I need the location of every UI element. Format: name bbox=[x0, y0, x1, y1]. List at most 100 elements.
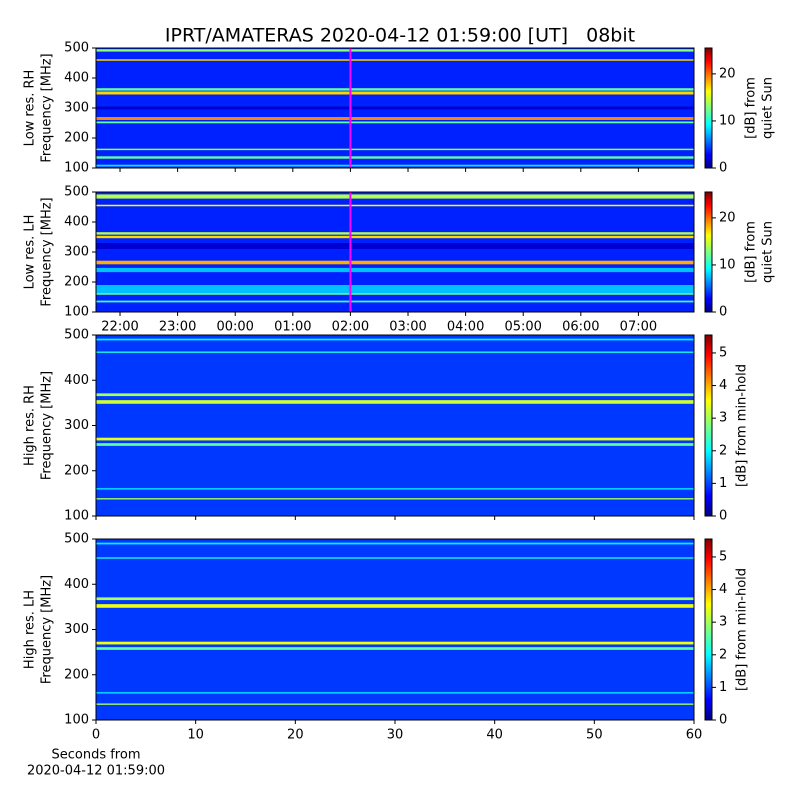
colorbar-tick-label: 0 bbox=[719, 713, 727, 728]
y-tick-label: 100 bbox=[64, 305, 89, 320]
x-tick-label: 50 bbox=[586, 728, 603, 743]
frequency-band bbox=[96, 88, 694, 91]
y-axis-label: High res. LH bbox=[23, 590, 38, 669]
colorbar-label: [dB] from bbox=[744, 221, 759, 283]
colorbar-tick-label: 2 bbox=[719, 443, 727, 458]
y-tick-label: 300 bbox=[64, 245, 89, 260]
y-tick-label: 300 bbox=[64, 418, 89, 433]
frequency-band bbox=[96, 117, 694, 120]
frequency-band bbox=[96, 121, 694, 124]
frequency-band bbox=[96, 267, 694, 273]
x-tick-label: 04:00 bbox=[447, 320, 484, 335]
frequency-band bbox=[96, 351, 694, 353]
x-tick-label: 00:00 bbox=[216, 320, 253, 335]
y-axis-label: High res. RH bbox=[23, 385, 38, 466]
x-tick-label: 02:00 bbox=[332, 320, 369, 335]
x-tick-label: 05:00 bbox=[504, 320, 541, 335]
x-tick-label: 40 bbox=[486, 728, 503, 743]
colorbar-tick-label: 5 bbox=[719, 549, 727, 564]
frequency-band bbox=[96, 293, 694, 295]
colorbar-label: quiet Sun bbox=[761, 77, 776, 139]
y-axis-label: Frequency [MHz] bbox=[40, 53, 55, 162]
frequency-band bbox=[96, 647, 694, 650]
frequency-band bbox=[96, 443, 694, 446]
frequency-band bbox=[96, 232, 694, 235]
chart-title: IPRT/AMATERAS 2020-04-12 01:59:00 [UT] 0… bbox=[165, 25, 635, 47]
colorbar-tick-label: 2 bbox=[719, 647, 727, 662]
y-axis-label: Frequency [MHz] bbox=[40, 371, 55, 480]
frequency-band bbox=[96, 498, 694, 500]
frequency-band bbox=[96, 49, 694, 52]
colorbar-tick-label: 20 bbox=[719, 210, 736, 225]
y-tick-label: 100 bbox=[64, 509, 89, 524]
colorbar-tick-label: 1 bbox=[719, 680, 727, 695]
frequency-band bbox=[96, 542, 694, 545]
y-tick-label: 500 bbox=[64, 328, 89, 343]
frequency-band bbox=[96, 641, 694, 645]
colorbar bbox=[704, 191, 713, 313]
x-tick-label: 22:00 bbox=[101, 320, 138, 335]
frequency-band bbox=[96, 285, 694, 294]
frequency-band bbox=[96, 338, 694, 341]
y-tick-label: 500 bbox=[64, 185, 89, 200]
colorbar-tick-label: 4 bbox=[719, 378, 727, 393]
y-tick-label: 400 bbox=[64, 71, 89, 86]
y-tick-label: 400 bbox=[64, 215, 89, 230]
frequency-band bbox=[96, 235, 694, 239]
colorbar-tick-label: 0 bbox=[719, 305, 727, 320]
frequency-band bbox=[96, 59, 694, 61]
colorbar-tick-label: 3 bbox=[719, 411, 727, 426]
frequency-band bbox=[96, 260, 694, 265]
colorbar bbox=[704, 334, 713, 517]
y-axis-label: Frequency [MHz] bbox=[40, 575, 55, 684]
colorbar-label: [dB] from min-hold bbox=[735, 364, 750, 487]
frequency-band bbox=[96, 204, 694, 207]
y-tick-label: 100 bbox=[64, 161, 89, 176]
y-tick-label: 200 bbox=[64, 667, 89, 682]
frequency-band bbox=[96, 243, 694, 249]
frequency-band bbox=[96, 164, 694, 167]
y-axis-label: Frequency [MHz] bbox=[40, 197, 55, 306]
frequency-band bbox=[96, 400, 694, 404]
frequency-band bbox=[96, 91, 694, 95]
x-tick-label: 03:00 bbox=[389, 320, 426, 335]
frequency-band bbox=[96, 557, 694, 559]
frequency-band bbox=[96, 156, 694, 159]
colorbar-label: [dB] from bbox=[744, 77, 759, 139]
heatmap-background bbox=[96, 335, 694, 516]
y-tick-label: 200 bbox=[64, 131, 89, 146]
frequency-band bbox=[96, 692, 694, 694]
x-tick-label: 30 bbox=[387, 728, 404, 743]
frequency-band bbox=[96, 597, 694, 601]
y-tick-label: 400 bbox=[64, 373, 89, 388]
frequency-band bbox=[96, 194, 694, 199]
colorbar-tick-label: 10 bbox=[719, 257, 736, 272]
colorbar-tick-label: 1 bbox=[719, 476, 727, 491]
frequency-band bbox=[96, 148, 694, 151]
colorbar bbox=[704, 47, 713, 169]
y-tick-label: 200 bbox=[64, 275, 89, 290]
x-tick-label: 06:00 bbox=[562, 320, 599, 335]
y-axis-label: Low res. LH bbox=[23, 215, 38, 290]
frequency-band bbox=[96, 488, 694, 490]
y-tick-label: 400 bbox=[64, 577, 89, 592]
x-tick-label: 20 bbox=[287, 728, 304, 743]
colorbar-tick-label: 0 bbox=[719, 509, 727, 524]
x-tick-label: 07:00 bbox=[620, 320, 657, 335]
colorbar bbox=[704, 538, 713, 721]
colorbar-tick-label: 3 bbox=[719, 615, 727, 630]
frequency-band bbox=[96, 437, 694, 441]
y-tick-label: 100 bbox=[64, 713, 89, 728]
frequency-band bbox=[96, 393, 694, 397]
colorbar-tick-label: 5 bbox=[719, 345, 727, 360]
y-tick-label: 200 bbox=[64, 463, 89, 478]
colorbar-label: quiet Sun bbox=[761, 221, 776, 283]
x-axis-label: 2020-04-12 01:59:00 bbox=[27, 764, 165, 779]
y-tick-label: 500 bbox=[64, 532, 89, 547]
x-tick-label: 23:00 bbox=[159, 320, 196, 335]
heatmap-background bbox=[96, 539, 694, 720]
y-tick-label: 300 bbox=[64, 622, 89, 637]
x-axis-label: Seconds from bbox=[51, 748, 140, 763]
x-tick-label: 01:00 bbox=[274, 320, 311, 335]
